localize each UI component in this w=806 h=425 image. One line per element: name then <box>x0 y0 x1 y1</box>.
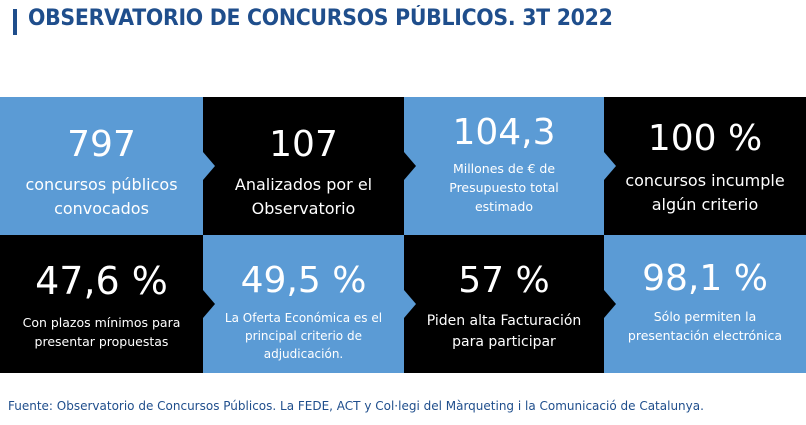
stat-label-line: La Oferta Económica es el <box>224 311 383 325</box>
stat-label-line: Millones de € de <box>452 161 556 176</box>
page-title: OBSERVATORIO DE CONCURSOS PÚBLICOS. 3T 2… <box>28 6 613 31</box>
stat-tile-incumple: 100 % concursos incumple algún criterio <box>604 97 806 235</box>
stat-label-line: Sólo permiten la <box>653 309 757 324</box>
stat-value: 100 % <box>647 118 763 159</box>
stat-value: 47,6 % <box>35 259 168 303</box>
stat-label: La Oferta Económica es el principal crit… <box>225 309 382 363</box>
stat-tile-analizados: 107 Analizados por el Observatorio <box>203 97 416 235</box>
stat-label: concursos incumple algún criterio <box>625 169 784 217</box>
stat-label-line: algún criterio <box>651 195 759 214</box>
stat-value: 104,3 <box>452 112 556 153</box>
stat-value: 49,5 % <box>240 260 367 301</box>
stats-grid: 797 concursos públicos convocados 107 An… <box>0 97 806 373</box>
stat-value: 98,1 % <box>642 258 768 299</box>
stat-tile-oferta-economica: 49,5 % La Oferta Económica es el princip… <box>203 235 416 373</box>
stat-label-line: Observatorio <box>251 199 356 218</box>
stat-label: Millones de € de Presupuesto total estim… <box>449 159 558 216</box>
stat-label-line: para participar <box>452 334 556 350</box>
stat-label: Sólo permiten la presentación electrónic… <box>628 307 782 345</box>
stat-tile-presupuesto: 104,3 Millones de € de Presupuesto total… <box>404 97 616 235</box>
stat-label-line: Con plazos mínimos para <box>22 315 181 330</box>
stat-label-line: estimado <box>474 199 533 214</box>
stat-label-line: presentación electrónica <box>627 328 783 343</box>
stat-value: 797 <box>67 124 136 165</box>
stat-tile-presentacion-electronica: 98,1 % Sólo permiten la presentación ele… <box>604 235 806 373</box>
stat-label: concursos públicos convocados <box>25 173 177 221</box>
stat-label-line: Presupuesto total <box>449 180 559 195</box>
stat-label-line: Piden alta Facturación <box>426 313 582 329</box>
stat-value: 57 % <box>458 260 550 301</box>
stat-label: Piden alta Facturación para participar <box>427 311 582 353</box>
title-accent-bar <box>13 9 17 35</box>
stat-label: Con plazos mínimos para presentar propue… <box>23 313 181 351</box>
stat-label-line: concursos incumple <box>625 171 785 190</box>
stat-label-line: principal criterio de <box>245 329 362 343</box>
stat-label-line: adjudicación. <box>263 347 344 361</box>
stat-tile-plazos-minimos: 47,6 % Con plazos mínimos para presentar… <box>0 235 215 373</box>
source-note: Fuente: Observatorio de Concursos Públic… <box>8 399 704 413</box>
stat-label-line: concursos públicos <box>25 175 178 194</box>
stat-label: Analizados por el Observatorio <box>235 173 372 221</box>
stat-label-line: Analizados por el <box>234 175 373 194</box>
stat-tile-alta-facturacion: 57 % Piden alta Facturación para partici… <box>404 235 616 373</box>
stat-value: 107 <box>269 124 338 165</box>
stat-tile-concursos-convocados: 797 concursos públicos convocados <box>0 97 215 235</box>
stat-label-line: convocados <box>54 199 149 218</box>
stat-label-line: presentar propuestas <box>34 334 169 349</box>
